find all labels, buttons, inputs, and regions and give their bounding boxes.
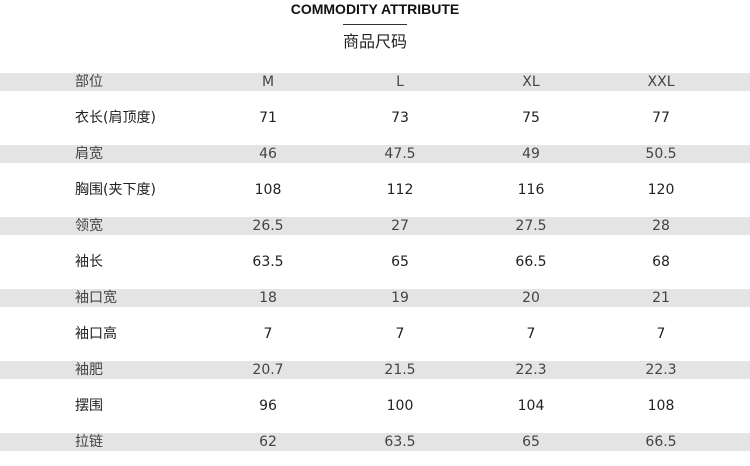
row-band [0, 361, 750, 379]
row-value: 21.5 [384, 362, 416, 378]
header-cell-value: XXL [647, 74, 675, 90]
row-value: 116 [517, 182, 545, 198]
header-cell-value: M [261, 74, 275, 90]
row-value: 7 [395, 326, 405, 342]
row-value: 7 [656, 326, 666, 342]
header-cell-label: 部位 [75, 74, 103, 90]
row-value: 26.5 [252, 218, 284, 234]
header-cell-value: XL [522, 74, 540, 90]
row-value: 100 [386, 398, 414, 414]
row-value: 20 [522, 290, 540, 306]
row-label: 拉链 [75, 434, 103, 450]
row-label: 摆围 [75, 398, 103, 414]
row-value: 104 [517, 398, 545, 414]
row-label: 肩宽 [75, 146, 103, 162]
row-value: 68 [652, 254, 670, 270]
row-value: 27 [391, 218, 409, 234]
row-value: 49 [522, 146, 540, 162]
row-value: 20.7 [252, 362, 284, 378]
row-value: 75 [522, 110, 540, 126]
row-band [0, 217, 750, 235]
row-value: 77 [652, 110, 670, 126]
title-rule [343, 24, 407, 25]
header-cell-value: L [396, 74, 404, 90]
row-value: 66.5 [645, 434, 677, 450]
row-value: 50.5 [645, 146, 677, 162]
row-value: 62 [259, 434, 277, 450]
row-value: 120 [647, 182, 675, 198]
row-band [0, 145, 750, 163]
row-band [0, 289, 750, 307]
row-value: 108 [647, 398, 675, 414]
row-value: 71 [259, 110, 277, 126]
row-value: 96 [259, 398, 277, 414]
row-value: 73 [391, 110, 409, 126]
row-value: 108 [254, 182, 282, 198]
row-value: 28 [652, 218, 670, 234]
row-value: 7 [263, 326, 273, 342]
row-value: 63.5 [384, 434, 416, 450]
row-value: 21 [652, 290, 670, 306]
row-value: 22.3 [645, 362, 677, 378]
title: COMMODITY ATTRIBUTE [290, 1, 460, 17]
row-value: 112 [386, 182, 414, 198]
row-value: 46 [259, 146, 277, 162]
row-value: 18 [259, 290, 277, 306]
row-band [0, 73, 750, 91]
row-value: 22.3 [515, 362, 547, 378]
row-label: 袖肥 [75, 362, 103, 378]
row-value: 65 [391, 254, 409, 270]
row-label: 袖口宽 [75, 290, 117, 306]
row-value: 27.5 [515, 218, 547, 234]
row-label: 领宽 [75, 218, 103, 234]
row-band [0, 433, 750, 451]
row-label: 袖长 [75, 254, 103, 270]
row-value: 19 [391, 290, 409, 306]
row-label: 胸围(夹下度) [75, 182, 156, 198]
row-value: 65 [522, 434, 540, 450]
row-label: 衣长(肩顶度) [75, 110, 156, 126]
row-value: 66.5 [515, 254, 547, 270]
subtitle: 商品尺码 [342, 32, 407, 51]
row-value: 47.5 [384, 146, 416, 162]
row-value: 7 [526, 326, 536, 342]
row-value: 63.5 [252, 254, 284, 270]
row-label: 袖口高 [75, 326, 117, 342]
